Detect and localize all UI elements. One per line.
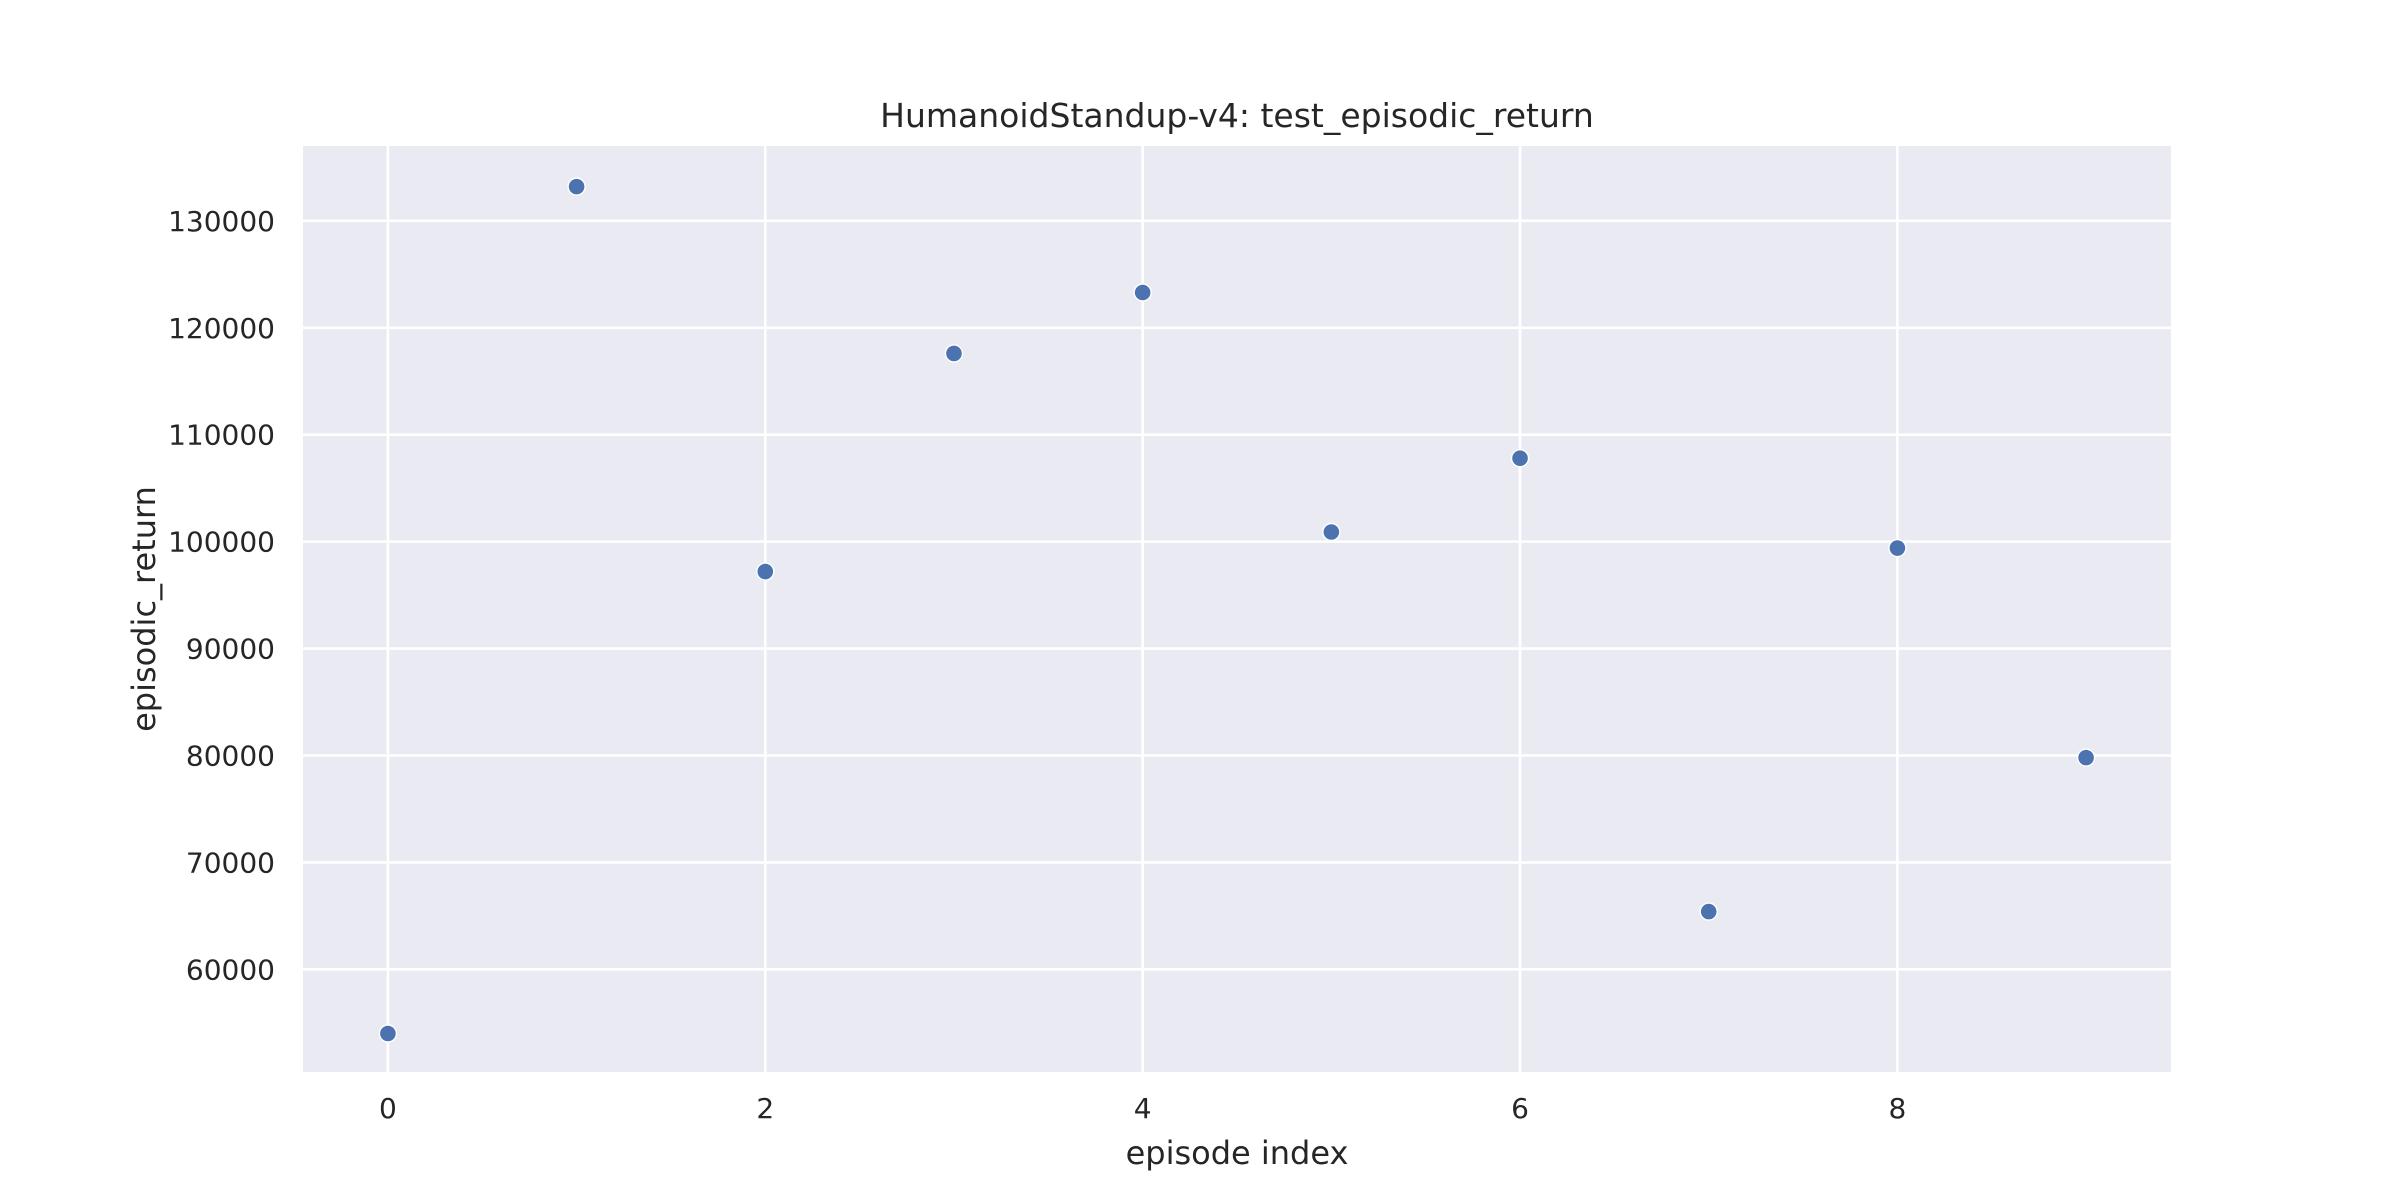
x-tick-label: 8 — [1888, 1092, 1906, 1125]
y-gridlines — [303, 219, 2171, 971]
data-point — [756, 562, 775, 581]
y-tick-label: 100000 — [168, 526, 275, 559]
data-point — [1888, 538, 1907, 558]
x-tick-label: 2 — [756, 1092, 774, 1125]
y-tick-label: 120000 — [168, 312, 275, 345]
data-point — [1133, 283, 1152, 302]
y-tick-label: 80000 — [186, 739, 275, 772]
y-tick-labels: 60000 70000 80000 90000 100000 110000 120000 13… — [168, 205, 275, 986]
y-axis-label: episodic_return — [125, 486, 163, 732]
data-points — [378, 177, 2096, 1043]
data-point — [1510, 449, 1530, 468]
data-point — [944, 344, 964, 363]
y-tick-label: 70000 — [186, 846, 275, 879]
x-tick-label: 4 — [1134, 1092, 1152, 1125]
y-tick-label: 110000 — [168, 419, 275, 452]
x-tick-label: 0 — [379, 1092, 397, 1125]
data-point — [2076, 748, 2096, 767]
y-tick-label: 130000 — [168, 205, 275, 238]
x-tick-labels: 0 2 4 6 8 — [379, 1092, 1906, 1125]
x-tick-label: 6 — [1511, 1092, 1529, 1125]
chart-title: HumanoidStandup-v4: test_episodic_return — [880, 96, 1594, 135]
y-tick-label: 90000 — [186, 633, 275, 666]
data-point — [1699, 902, 1718, 921]
x-axis-label: episode index — [1126, 1134, 1349, 1172]
data-point — [1322, 522, 1341, 542]
y-tick-label: 60000 — [186, 953, 275, 986]
plot-background — [303, 146, 2171, 1072]
data-point — [378, 1024, 398, 1043]
data-point — [567, 177, 586, 196]
